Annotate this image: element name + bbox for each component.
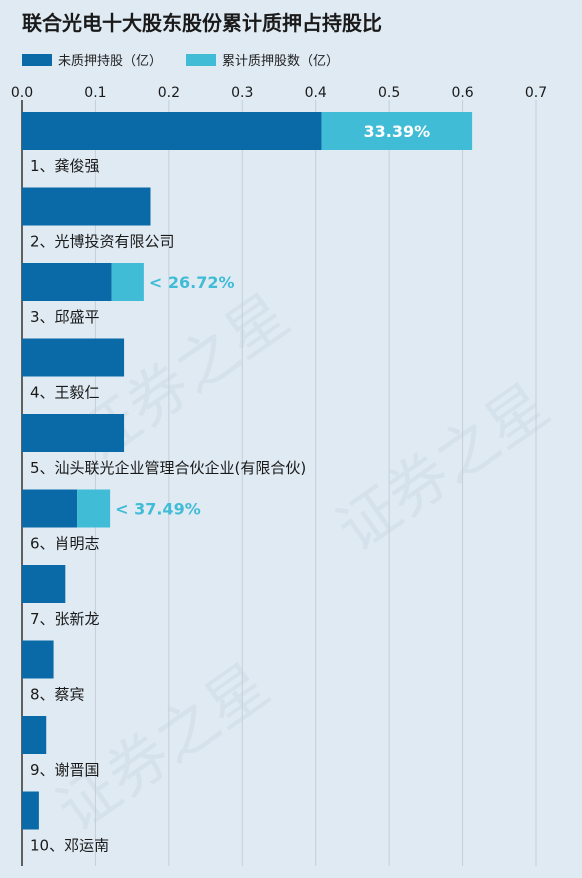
category-label: 5、汕头联光企业管理合伙企业(有限合伙) <box>30 459 306 477</box>
x-tick-label: 0.6 <box>451 85 473 101</box>
x-tick-label: 0.1 <box>84 85 106 101</box>
pledge-ratio-label: < 26.72% <box>149 273 235 292</box>
bar-unpledged <box>22 791 39 830</box>
pledge-ratio-label: < 37.49% <box>115 500 201 519</box>
bar-unpledged <box>22 489 78 528</box>
category-label: 3、邱盛平 <box>30 308 100 326</box>
chart-title: 联合光电十大股东股份累计质押占持股比 <box>22 11 382 35</box>
bar-pledged <box>321 112 473 150</box>
category-label: 9、谢晋国 <box>30 761 100 779</box>
bar-pledged <box>111 263 144 301</box>
bar-unpledged <box>22 187 151 226</box>
bar-unpledged <box>22 112 322 150</box>
bar-unpledged <box>22 640 54 679</box>
category-label: 4、王毅仁 <box>30 384 100 402</box>
bar-pledged <box>77 489 111 528</box>
category-label: 1、龚俊强 <box>30 157 100 175</box>
bar-unpledged <box>22 565 66 603</box>
category-label: 7、张新龙 <box>30 610 100 628</box>
bar-unpledged <box>22 716 47 754</box>
category-label: 10、邓运南 <box>30 837 109 855</box>
x-tick-label: 0.5 <box>378 85 400 101</box>
chart-legend: 未质押持股（亿） 累计质押股数（亿） <box>22 50 363 69</box>
x-tick-label: 0.0 <box>11 85 33 101</box>
category-label: 8、蔡宾 <box>30 686 85 704</box>
category-label: 6、肖明志 <box>30 535 100 553</box>
x-tick-label: 0.4 <box>305 85 327 101</box>
bar-unpledged <box>22 414 125 452</box>
pledge-ratio-label: 33.39% <box>364 122 431 141</box>
legend-swatch-pledged <box>186 53 217 66</box>
legend-item-unpledged: 未质押持股（亿） <box>22 50 162 69</box>
x-tick-label: 0.7 <box>525 85 547 101</box>
bar-unpledged <box>22 338 125 377</box>
legend-swatch-unpledged <box>22 53 52 66</box>
legend-label-pledged: 累计质押股数（亿） <box>222 54 340 69</box>
legend-item-pledged: 累计质押股数（亿） <box>186 50 339 69</box>
x-tick-label: 0.2 <box>158 85 180 101</box>
bar-unpledged <box>22 263 112 301</box>
x-tick-label: 0.3 <box>231 85 253 101</box>
legend-label-unpledged: 未质押持股（亿） <box>58 54 163 69</box>
category-label: 2、光博投资有限公司 <box>30 233 175 251</box>
